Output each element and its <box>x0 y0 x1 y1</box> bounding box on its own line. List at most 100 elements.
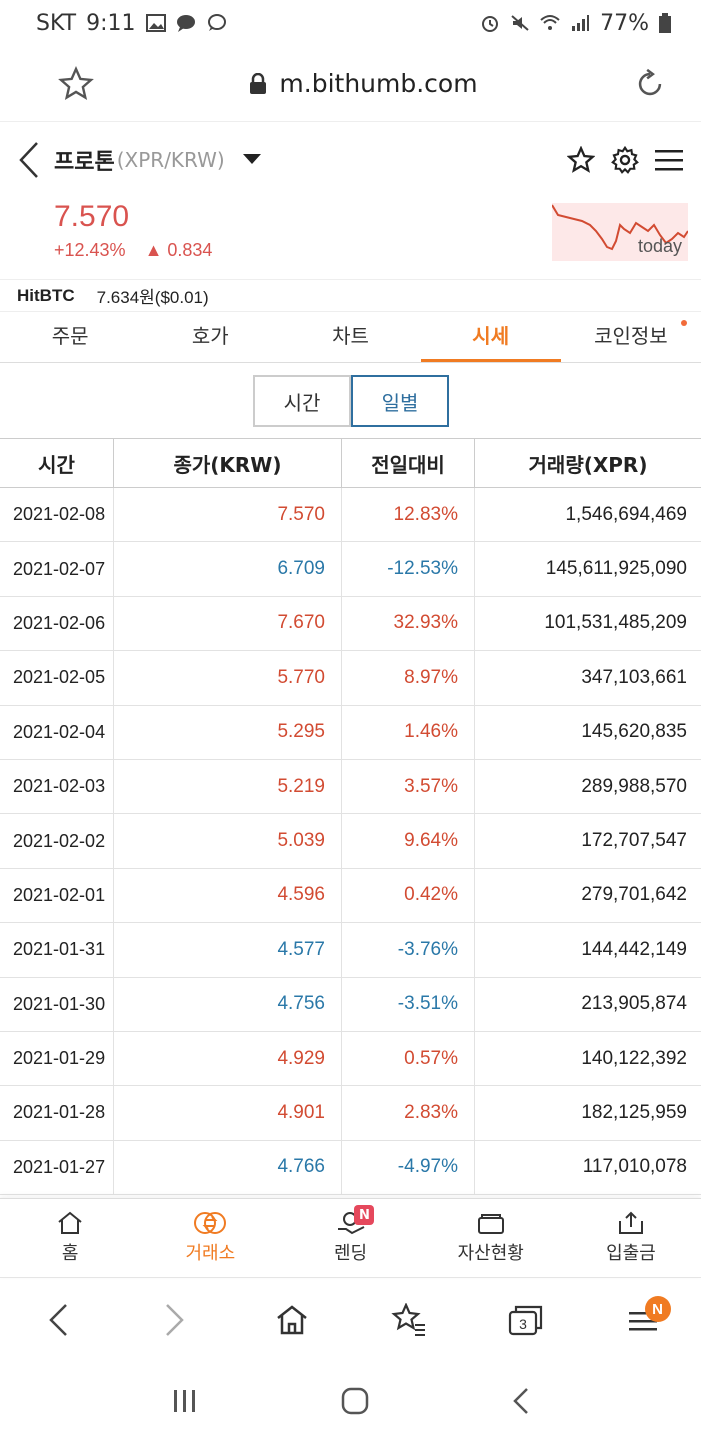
nav-home[interactable]: 홈 <box>0 1199 140 1277</box>
system-back-button[interactable] <box>513 1387 529 1415</box>
row-change-percent: -12.53% <box>342 542 475 596</box>
nav-lending[interactable]: N 렌딩 <box>280 1199 420 1277</box>
nav-deposit-withdraw[interactable]: 입출금 <box>561 1199 701 1277</box>
forward-arrow-icon <box>166 1304 185 1336</box>
status-left: SKT 9:11 <box>36 11 226 36</box>
row-close-price: 4.901 <box>114 1086 342 1140</box>
row-date: 2021-02-02 <box>0 814 114 868</box>
status-bar: SKT 9:11 77% <box>0 0 701 46</box>
row-change-percent: 1.46% <box>342 705 475 759</box>
wifi-icon <box>540 15 560 30</box>
reference-exchange-value: 7.634원($0.01) <box>96 288 209 307</box>
row-date: 2021-01-31 <box>0 923 114 977</box>
browser-back-button[interactable] <box>28 1290 88 1350</box>
alarm-icon <box>482 16 499 32</box>
row-change-percent: 0.57% <box>342 1031 475 1086</box>
table-row: 2021-02-06 7.670 32.93% 101,531,485,209 <box>0 596 701 652</box>
browser-bottom-toolbar: 3 N <box>0 1280 701 1360</box>
row-close-price: 4.756 <box>114 977 342 1031</box>
settings-gear-icon[interactable] <box>611 146 639 174</box>
tabs-count: 3 <box>519 1316 527 1332</box>
reference-exchange-name: HitBTC <box>17 285 75 305</box>
menu-icon <box>628 1312 657 1331</box>
row-volume: 279,701,642 <box>581 884 687 906</box>
new-dot-indicator <box>681 320 688 326</box>
row-volume: 145,611,925,090 <box>545 558 687 580</box>
segment-daily-button[interactable]: 일별 <box>351 375 449 427</box>
table-row: 2021-02-05 5.770 8.97% 347,103,661 <box>0 651 701 706</box>
tab-orderbook[interactable]: 호가 <box>191 324 229 348</box>
header-actions <box>567 146 683 174</box>
exchange-coins-icon <box>194 1212 227 1234</box>
clock: 9:11 <box>86 10 136 36</box>
header-volume: 거래량(XPR) <box>528 452 648 477</box>
browser-url-bar: m.bithumb.com <box>0 46 701 122</box>
row-close-price: 4.577 <box>114 923 342 977</box>
reload-icon[interactable] <box>633 67 667 101</box>
period-segment: 시간 일별 <box>253 375 449 427</box>
browser-menu-badge: N <box>644 1296 671 1322</box>
tab-coin-info[interactable]: 코인정보 <box>561 312 701 362</box>
battery-percent: 77% <box>600 10 649 36</box>
price-change: +12.43% ▲ 0.834 <box>54 240 226 261</box>
system-navigation-bar <box>0 1362 701 1440</box>
deposit-withdraw-icon <box>618 1211 643 1234</box>
row-volume: 213,905,874 <box>581 993 687 1015</box>
row-change-percent: -3.76% <box>342 923 475 977</box>
row-close-price: 5.039 <box>114 814 342 868</box>
coin-select-dropdown-icon[interactable] <box>242 154 261 166</box>
price-change-percent: +12.43% <box>54 240 126 260</box>
row-date: 2021-01-27 <box>0 1140 114 1195</box>
header-close: 종가(KRW) <box>114 439 342 487</box>
row-close-price: 5.219 <box>114 759 342 814</box>
reference-exchange-row: HitBTC 7.634원($0.01) <box>0 279 701 311</box>
segment-time-button[interactable]: 시간 <box>253 375 351 427</box>
tab-order[interactable]: 주문 <box>51 324 89 348</box>
row-change-percent: 32.93% <box>342 596 475 651</box>
row-date: 2021-02-01 <box>0 868 114 923</box>
row-close-price: 5.770 <box>114 651 342 705</box>
row-volume: 117,010,078 <box>582 1156 687 1178</box>
row-date: 2021-01-29 <box>0 1031 114 1086</box>
row-close-price: 4.929 <box>114 1031 342 1086</box>
row-close-price: 7.670 <box>114 596 342 651</box>
system-home-button[interactable] <box>341 1387 369 1415</box>
row-volume: 347,103,661 <box>581 666 687 688</box>
row-close-price: 4.766 <box>114 1140 342 1195</box>
coin-name[interactable]: 프로톤 <box>54 150 115 175</box>
browser-menu-button[interactable]: N <box>613 1290 673 1350</box>
row-date: 2021-02-08 <box>0 488 114 542</box>
tab-market-price[interactable]: 시세 <box>420 312 561 362</box>
current-price: 7.570 <box>54 200 130 233</box>
hamburger-menu-icon[interactable] <box>655 148 683 172</box>
table-row: 2021-01-28 4.901 2.83% 182,125,959 <box>0 1086 701 1141</box>
nav-assets[interactable]: 자산현황 <box>421 1199 561 1277</box>
browser-tabs-button[interactable]: 3 <box>496 1290 556 1350</box>
browser-bookmarks-button[interactable] <box>379 1290 439 1350</box>
bookmark-star-icon[interactable] <box>58 65 94 102</box>
back-chevron-icon[interactable] <box>18 141 40 179</box>
home-icon <box>277 1305 307 1335</box>
chat-bubble-icon <box>176 15 195 32</box>
sparkline-today-label: today <box>637 236 682 256</box>
url-display[interactable]: m.bithumb.com <box>249 69 478 98</box>
table-row: 2021-01-31 4.577 -3.76% 144,442,149 <box>0 923 701 978</box>
row-date: 2021-02-06 <box>0 596 114 651</box>
wallet-icon <box>477 1214 504 1234</box>
nav-lending-badge: N <box>354 1205 375 1225</box>
tab-chart[interactable]: 차트 <box>332 324 369 348</box>
carrier-label: SKT <box>36 10 77 36</box>
table-body: 2021-02-08 7.570 12.83% 1,546,694,469 2021-0… <box>0 488 701 1196</box>
browser-home-button[interactable] <box>262 1290 322 1350</box>
table-row: 2021-02-03 5.219 3.57% 289,988,570 <box>0 759 701 815</box>
row-change-percent: -3.51% <box>342 977 475 1031</box>
browser-forward-button[interactable] <box>145 1290 205 1350</box>
favorite-star-icon[interactable] <box>567 146 595 174</box>
nav-exchange[interactable]: 거래소 <box>140 1199 280 1277</box>
mute-icon <box>511 15 529 31</box>
bookmarks-star-icon <box>391 1303 425 1336</box>
coin-pair[interactable]: (XPR/KRW) <box>116 148 225 172</box>
recent-apps-button[interactable] <box>172 1388 198 1414</box>
price-block: 7.570 +12.43% ▲ 0.834 <box>54 200 226 261</box>
mini-sparkline-chart[interactable]: today <box>552 203 688 261</box>
